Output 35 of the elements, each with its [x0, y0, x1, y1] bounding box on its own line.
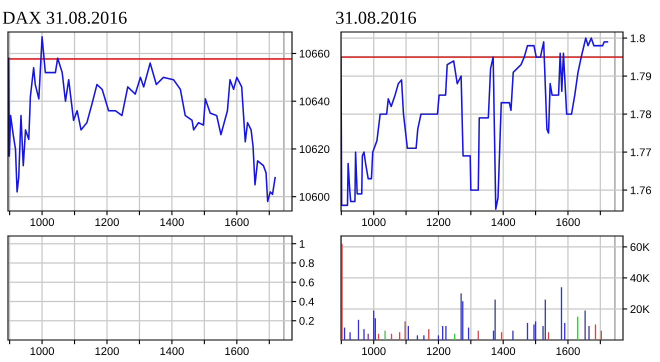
x-tick-label: 1400 — [160, 218, 184, 226]
x-tick-label: 1000 — [30, 218, 54, 226]
y-tick-label: 0.4 — [299, 298, 314, 306]
x-tick-label: 1600 — [225, 218, 249, 226]
y-tick-label: 1.79 — [630, 72, 652, 80]
chart-title: 31.08.2016 — [336, 12, 416, 24]
x-tick-label: 1200 — [95, 218, 119, 226]
y-tick-label: 0.8 — [299, 259, 314, 268]
y-tick-label: 40K — [630, 274, 650, 282]
x-tick-label: 1000 — [362, 218, 386, 226]
y-tick-label: 1 — [300, 240, 305, 248]
chart-title: DAX 31.08.2016 — [2, 12, 127, 24]
x-tick-label: 1200 — [426, 347, 450, 356]
x-tick-label: 1600 — [225, 347, 249, 356]
x-tick-label: 1600 — [556, 218, 580, 226]
y-tick-label: 10600 — [300, 192, 330, 201]
x-tick-label: 1600 — [556, 347, 580, 356]
y-tick-label: 1.78 — [630, 110, 652, 118]
y-tick-label: 1.8 — [630, 34, 645, 42]
x-tick-label: 1400 — [160, 347, 184, 356]
y-tick-label: 10660 — [300, 50, 330, 58]
x-tick-label: 1000 — [362, 347, 386, 356]
x-tick-label: 1000 — [30, 347, 54, 356]
x-tick-label: 1400 — [492, 218, 516, 226]
y-tick-label: 60K — [630, 243, 650, 251]
y-tick-label: 0.2 — [299, 317, 314, 325]
y-tick-label: 1.76 — [630, 186, 652, 194]
y-tick-label: 10640 — [300, 97, 330, 106]
y-tick-label: 10620 — [300, 145, 330, 154]
x-tick-label: 1400 — [492, 347, 516, 356]
x-tick-label: 1200 — [95, 347, 119, 356]
x-tick-label: 1200 — [426, 218, 450, 226]
y-tick-label: 0.6 — [299, 278, 314, 286]
y-tick-label: 20K — [630, 305, 650, 314]
y-tick-label: 1.77 — [630, 148, 652, 156]
